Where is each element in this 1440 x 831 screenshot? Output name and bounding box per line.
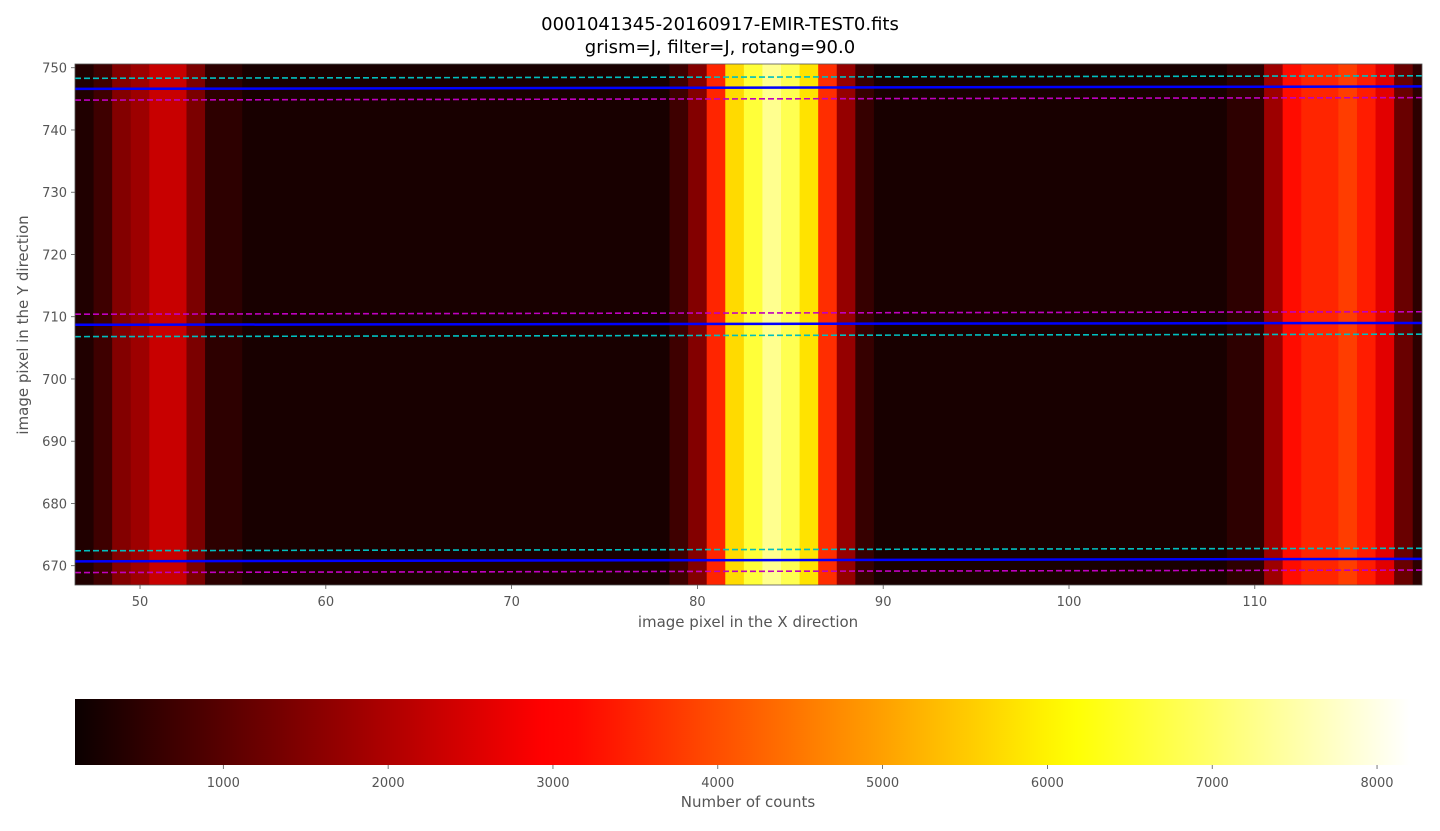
heatmap-column (1356, 64, 1377, 585)
trace-line-solid (75, 321, 1422, 327)
colorbar-tick-label: 1000 (207, 776, 240, 791)
heatmap-column (1375, 64, 1395, 585)
colorbar (75, 699, 1410, 765)
heatmap-column (1338, 64, 1358, 585)
heatmap-column (1301, 64, 1339, 585)
colorbar-ticks: 1000 2000 3000 4000 5000 6000 7000 8000 (207, 765, 1394, 791)
heatmap-column (1226, 64, 1265, 585)
heatmap-column (1264, 64, 1284, 585)
y-tick-label: 680 (42, 497, 67, 512)
x-axis-ticks: 50 60 70 80 90 100 110 (132, 585, 1267, 610)
y-tick-label: 740 (42, 124, 67, 139)
colorbar-tick-label: 2000 (372, 776, 405, 791)
trace-line-solid (75, 557, 1422, 563)
y-tick-label: 730 (42, 186, 67, 201)
y-tick-label: 710 (42, 311, 67, 326)
x-tick-label: 80 (689, 595, 706, 610)
y-tick-label: 720 (42, 248, 67, 263)
x-axis-label: image pixel in the X direction (638, 613, 858, 631)
x-tick-label: 110 (1242, 595, 1267, 610)
y-axis-label: image pixel in the Y direction (14, 215, 32, 434)
colorbar-tick-label: 7000 (1196, 776, 1229, 791)
y-axis-ticks: 670 680 690 700 710 720 730 740 750 (42, 62, 75, 575)
x-tick-label: 70 (503, 595, 520, 610)
y-tick-label: 670 (42, 560, 67, 575)
heatmap-column (1282, 64, 1302, 585)
trace-line-solid (75, 85, 1422, 91)
colorbar-tick-label: 3000 (536, 776, 569, 791)
chart-subtitle: grism=J, filter=J, rotang=90.0 (584, 37, 856, 58)
plot-frame (74, 63, 1423, 586)
x-tick-label: 60 (318, 595, 335, 610)
colorbar-tick-label: 6000 (1031, 776, 1064, 791)
colorbar-label: Number of counts (681, 793, 816, 811)
x-tick-label: 90 (875, 595, 892, 610)
colorbar-tick-label: 8000 (1360, 776, 1393, 791)
y-tick-label: 700 (42, 373, 67, 388)
y-tick-label: 750 (42, 62, 67, 77)
colorbar-tick-label: 5000 (866, 776, 899, 791)
heatmap-column (1394, 64, 1414, 585)
chart-title: 0001041345-20160917-EMIR-TEST0.fits (541, 14, 899, 35)
x-tick-label: 100 (1057, 595, 1082, 610)
trace-lines (75, 75, 1422, 574)
y-tick-label: 690 (42, 435, 67, 450)
colorbar-tick-label: 4000 (701, 776, 734, 791)
heatmap-column (1412, 64, 1422, 585)
x-tick-label: 50 (132, 595, 149, 610)
